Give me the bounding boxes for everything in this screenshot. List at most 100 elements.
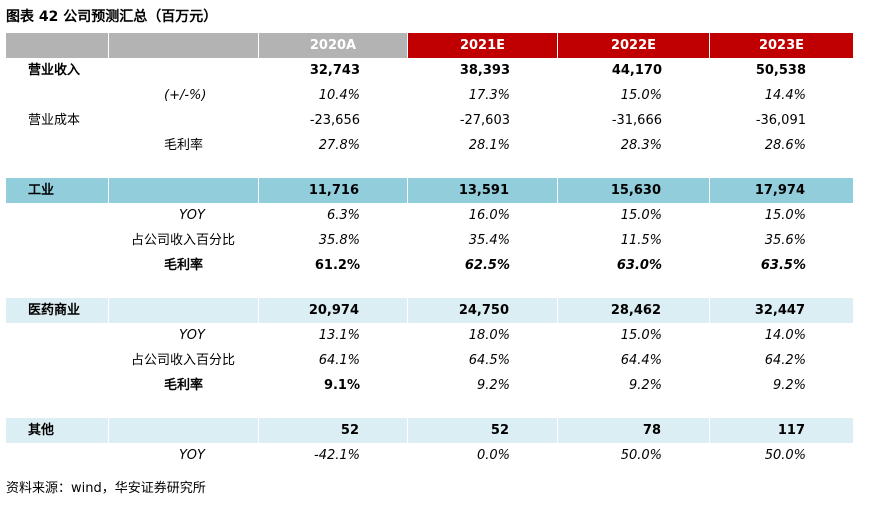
value-cell: 78: [558, 418, 710, 443]
table-header: 2020A 2021E 2022E 2023E: [6, 33, 854, 58]
table-row-cost: 营业成本 -23,656 -27,603 -31,666 -36,091: [6, 108, 854, 133]
forecast-table: 2020A 2021E 2022E 2023E 营业收入 32,743 38,3…: [6, 33, 854, 468]
value-cell: 15,630: [558, 178, 710, 203]
value-cell: 64.2%: [764, 353, 806, 368]
value-cell: 15.0%: [620, 208, 662, 223]
value-cell: 61.2%: [314, 258, 360, 273]
row-label: 医药商业: [6, 298, 109, 323]
header-2021e: 2021E: [408, 33, 558, 58]
blank-cell: [109, 178, 259, 203]
value-cell: 14.4%: [764, 88, 806, 103]
value-cell: 35.6%: [764, 233, 806, 248]
value-cell: 28,462: [558, 298, 710, 323]
value-cell: 9.2%: [628, 378, 662, 393]
spacer: [6, 278, 854, 298]
value-cell: 0.0%: [476, 448, 510, 463]
header-blank: [109, 33, 259, 58]
value-cell: -36,091: [755, 113, 806, 128]
value-cell: 6.3%: [326, 208, 360, 223]
value-cell: 17,974: [710, 178, 854, 203]
row-label: 其他: [6, 418, 109, 443]
blank-cell: [109, 298, 259, 323]
value-cell: 63.0%: [616, 258, 662, 273]
table-row-other: 其他 52 52 78 117: [6, 418, 854, 443]
spacer: [6, 158, 854, 178]
value-cell: 28.1%: [468, 138, 510, 153]
value-cell: 117: [710, 418, 854, 443]
value-cell: 32,743: [309, 63, 360, 78]
value-cell: 50.0%: [620, 448, 662, 463]
value-cell: 62.5%: [464, 258, 510, 273]
value-cell: -31,666: [611, 113, 662, 128]
header-2022e: 2022E: [558, 33, 710, 58]
row-label: 毛利率: [164, 138, 204, 153]
table-row-revenue-growth: (+/-%) 10.4% 17.3% 15.0% 14.4%: [6, 83, 854, 108]
value-cell: 9.1%: [323, 378, 360, 393]
value-cell: 64.5%: [468, 353, 510, 368]
header-blank: [6, 33, 109, 58]
value-cell: 64.4%: [620, 353, 662, 368]
row-label: YOY: [179, 328, 205, 343]
table-row-industry: 工业 11,716 13,591 15,630 17,974: [6, 178, 854, 203]
value-cell: 38,393: [459, 63, 510, 78]
value-cell: 50.0%: [764, 448, 806, 463]
value-cell: 63.5%: [760, 258, 806, 273]
table-row-industry-gm: 毛利率 61.2% 62.5% 63.0% 63.5%: [6, 253, 854, 278]
value-cell: 52: [408, 418, 558, 443]
value-cell: 13.1%: [318, 328, 360, 343]
value-cell: 17.3%: [468, 88, 510, 103]
value-cell: 15.0%: [620, 88, 662, 103]
value-cell: 24,750: [408, 298, 558, 323]
value-cell: 11.5%: [620, 233, 662, 248]
row-label: 营业成本: [28, 113, 81, 128]
source-note: 资料来源：wind，华安证券研究所: [6, 481, 206, 496]
value-cell: -42.1%: [314, 448, 360, 463]
value-cell: 20,974: [259, 298, 408, 323]
row-label: 占公司收入百分比: [131, 353, 236, 368]
value-cell: 15.0%: [620, 328, 662, 343]
value-cell: 44,170: [611, 63, 662, 78]
value-cell: -27,603: [459, 113, 510, 128]
blank-cell: [109, 418, 259, 443]
row-label: YOY: [179, 208, 205, 223]
row-label: 工业: [6, 178, 109, 203]
table-row-gross-margin: 毛利率 27.8% 28.1% 28.3% 28.6%: [6, 133, 854, 158]
value-cell: 32,447: [710, 298, 854, 323]
row-label: 毛利率: [164, 258, 204, 273]
value-cell: 35.4%: [468, 233, 510, 248]
table-row-revenue: 营业收入 32,743 38,393 44,170 50,538: [6, 58, 854, 83]
value-cell: 14.0%: [764, 328, 806, 343]
table-row-pharma-share: 占公司收入百分比 64.1% 64.5% 64.4% 64.2%: [6, 348, 854, 373]
header-2023e: 2023E: [710, 33, 854, 58]
value-cell: 10.4%: [318, 88, 360, 103]
value-cell: 27.8%: [318, 138, 360, 153]
table-row-pharma-yoy: YOY 13.1% 18.0% 15.0% 14.0%: [6, 323, 854, 348]
value-cell: 28.6%: [764, 138, 806, 153]
spacer: [6, 398, 854, 418]
value-cell: 11,716: [259, 178, 408, 203]
value-cell: -23,656: [309, 113, 360, 128]
value-cell: 64.1%: [318, 353, 360, 368]
table-row-pharma: 医药商业 20,974 24,750 28,462 32,447: [6, 298, 854, 323]
header-2020a: 2020A: [259, 33, 408, 58]
table-row-industry-share: 占公司收入百分比 35.8% 35.4% 11.5% 35.6%: [6, 228, 854, 253]
value-cell: 13,591: [408, 178, 558, 203]
value-cell: 28.3%: [620, 138, 662, 153]
value-cell: 50,538: [755, 63, 806, 78]
row-label: 毛利率: [164, 378, 204, 393]
row-label: 营业收入: [28, 63, 81, 78]
value-cell: 15.0%: [764, 208, 806, 223]
value-cell: 9.2%: [772, 378, 806, 393]
row-label: 占公司收入百分比: [131, 233, 236, 248]
table-row-pharma-gm: 毛利率 9.1% 9.2% 9.2% 9.2%: [6, 373, 854, 398]
table-row-industry-yoy: YOY 6.3% 16.0% 15.0% 15.0%: [6, 203, 854, 228]
value-cell: 18.0%: [468, 328, 510, 343]
value-cell: 16.0%: [468, 208, 510, 223]
row-label: (+/-%): [164, 88, 207, 103]
table-row-other-yoy: YOY -42.1% 0.0% 50.0% 50.0%: [6, 443, 854, 468]
value-cell: 9.2%: [476, 378, 510, 393]
row-label: YOY: [179, 448, 205, 463]
value-cell: 52: [259, 418, 408, 443]
value-cell: 35.8%: [318, 233, 360, 248]
chart-title: 图表 42 公司预测汇总（百万元）: [6, 9, 218, 25]
